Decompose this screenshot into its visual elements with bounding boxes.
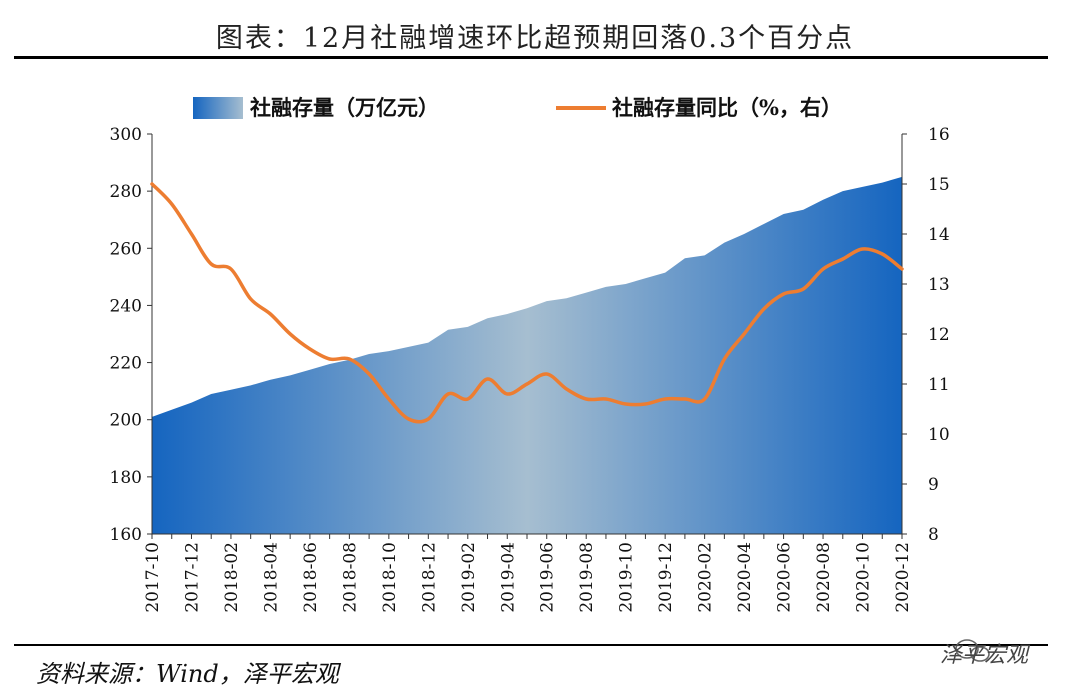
x-tick-label: 2020-08 xyxy=(814,542,834,613)
y-left-tick-label: 160 xyxy=(110,525,142,545)
watermark-text: 泽平宏观 xyxy=(940,643,1029,668)
x-tick-label: 2017-12 xyxy=(182,542,202,613)
y-left-tick-label: 220 xyxy=(110,354,142,374)
watermark-icon xyxy=(955,639,990,662)
x-tick-label: 2018-02 xyxy=(222,542,242,613)
bottom-rule xyxy=(14,644,1048,646)
legend-label-line: 社融存量同比（%，右） xyxy=(611,95,842,120)
x-tick-label: 2018-04 xyxy=(261,542,281,613)
legend-swatch-area xyxy=(193,97,243,119)
x-tick-label: 2018-10 xyxy=(380,542,400,613)
source-note: 资料来源：Wind，泽平宏观 xyxy=(36,660,339,688)
y-left-tick-label: 240 xyxy=(110,296,142,316)
area-series-stock xyxy=(152,176,902,534)
legend-label-area: 社融存量（万亿元） xyxy=(249,95,439,120)
x-tick-label: 2019-10 xyxy=(617,542,637,613)
y-left-tick-label: 200 xyxy=(110,411,142,431)
x-tick-label: 2019-08 xyxy=(577,542,597,613)
x-tick-label: 2017-10 xyxy=(143,542,163,613)
line-series-yoy xyxy=(150,182,904,424)
x-tick-label: 2019-04 xyxy=(498,542,518,613)
y-left-tick-label: 180 xyxy=(110,468,142,488)
x-tick-label: 2020-02 xyxy=(696,542,716,613)
y-right-tick-label: 8 xyxy=(928,525,939,545)
x-tick-label: 2020-10 xyxy=(854,542,874,613)
y-right-tick-label: 13 xyxy=(928,275,950,295)
y-right-tick-label: 16 xyxy=(928,125,950,145)
x-tick-label: 2018-12 xyxy=(419,542,439,613)
x-tick-label: 2020-04 xyxy=(735,542,755,613)
x-tick-label: 2020-06 xyxy=(775,542,795,613)
y-left-tick-label: 260 xyxy=(110,239,142,259)
chart-title: 图表：12月社融增速环比超预期回落0.3个百分点 xyxy=(215,23,855,54)
x-tick-label: 2019-12 xyxy=(656,542,676,613)
legend: 社融存量（万亿元） 社融存量同比（%，右） xyxy=(193,95,842,120)
chart: 社融存量（万亿元） 社融存量同比（%，右） 160 180 200 220 240 260… xyxy=(110,95,950,613)
x-tick-label: 2019-06 xyxy=(538,542,558,613)
x-tick-label: 2020-12 xyxy=(893,542,913,613)
top-rule xyxy=(14,56,1048,59)
x-tick-label: 2019-02 xyxy=(459,542,479,613)
x-tick-label: 2018-06 xyxy=(301,542,321,613)
y-right-tick-label: 9 xyxy=(928,475,939,495)
y-right-tick-label: 10 xyxy=(928,425,950,445)
y-left-tick-label: 280 xyxy=(110,182,142,202)
y-right-tick-label: 11 xyxy=(928,375,950,395)
y-right-tick-label: 15 xyxy=(928,175,950,195)
y-right-tick-label: 14 xyxy=(928,225,950,245)
y-right-tick-label: 12 xyxy=(928,325,950,345)
x-tick-label: 2018-08 xyxy=(340,542,360,613)
y-left-tick-label: 300 xyxy=(110,125,142,145)
